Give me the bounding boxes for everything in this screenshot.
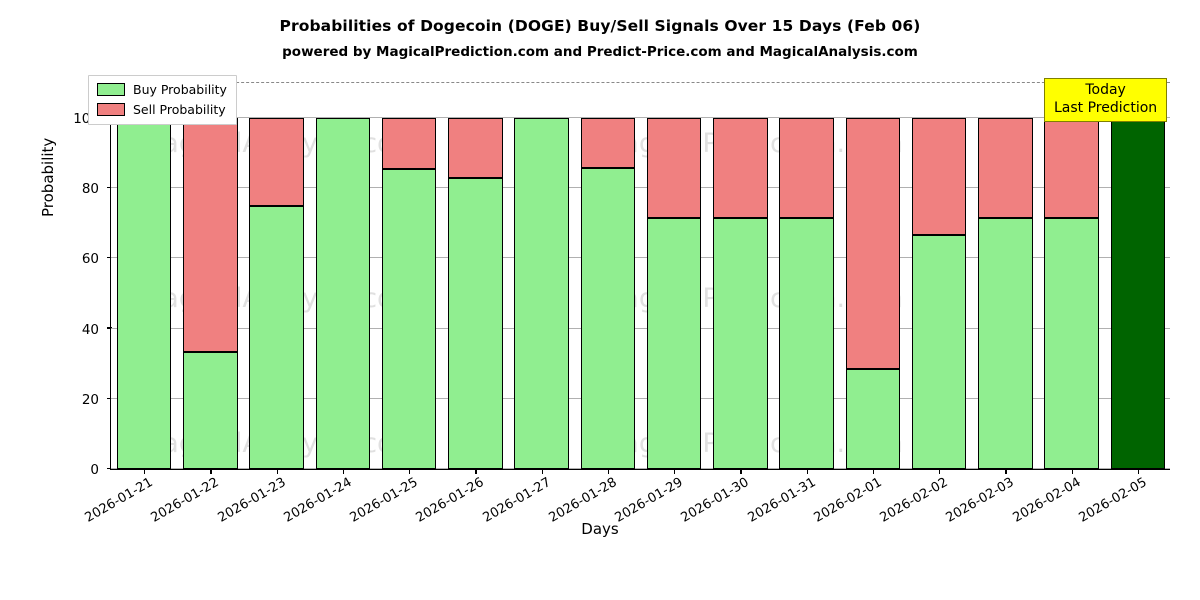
x-tick-mark bbox=[475, 468, 477, 474]
legend-label-sell: Sell Probability bbox=[133, 102, 226, 117]
bar-group[interactable] bbox=[713, 76, 768, 469]
bar-segment-buy[interactable] bbox=[713, 218, 768, 469]
bar-group[interactable] bbox=[1044, 76, 1099, 469]
bar-segment-buy[interactable] bbox=[845, 368, 901, 469]
grid-line bbox=[111, 257, 1170, 259]
bar-group[interactable] bbox=[315, 76, 371, 469]
y-tick-label: 20 bbox=[81, 391, 99, 408]
grid-line bbox=[111, 327, 1170, 329]
today-annotation-line1: Today bbox=[1085, 82, 1126, 98]
bar-segment-sell[interactable] bbox=[646, 118, 702, 219]
grid-line bbox=[111, 187, 1170, 189]
y-axis-label: Probability bbox=[39, 137, 57, 217]
x-tick-mark bbox=[939, 468, 941, 474]
bar-segment-buy[interactable] bbox=[646, 218, 702, 469]
bar-group[interactable] bbox=[978, 76, 1033, 469]
chart-title: Probabilities of Dogecoin (DOGE) Buy/Sel… bbox=[279, 17, 921, 35]
y-tick-mark bbox=[106, 467, 112, 469]
x-tick-mark bbox=[1005, 468, 1007, 474]
bar-segment-sell[interactable] bbox=[978, 118, 1033, 219]
y-tick-label: 0 bbox=[90, 462, 99, 478]
y-tick-label: 40 bbox=[81, 321, 99, 338]
x-tick-mark bbox=[872, 468, 875, 474]
bar-segment-buy[interactable] bbox=[580, 168, 636, 469]
bar-segment-buy[interactable] bbox=[1044, 218, 1099, 469]
legend-swatch-buy bbox=[97, 83, 125, 96]
bar-segment-sell[interactable] bbox=[183, 118, 238, 353]
grid-line bbox=[111, 117, 1170, 119]
bar-group[interactable] bbox=[249, 76, 304, 469]
y-tick-mark bbox=[106, 257, 112, 259]
bar-segment-buy[interactable] bbox=[911, 234, 967, 469]
bar-group[interactable] bbox=[911, 76, 967, 469]
x-tick-mark bbox=[806, 468, 808, 474]
bar-segment-buy[interactable] bbox=[514, 118, 569, 469]
grid-line bbox=[111, 397, 1170, 399]
bar-segment-buy[interactable] bbox=[978, 218, 1033, 469]
bar-segment-sell[interactable] bbox=[448, 118, 503, 178]
x-tick-mark bbox=[144, 468, 146, 474]
plot-area: MagicalAnalysis.comMagicalPrediction.com… bbox=[39, 76, 1170, 526]
bar-segment-sell[interactable] bbox=[845, 118, 901, 369]
bar-segment-buy[interactable] bbox=[448, 177, 503, 469]
bar-segment-sell[interactable] bbox=[779, 118, 834, 219]
legend-swatch-sell bbox=[97, 103, 125, 116]
grid-line bbox=[111, 468, 1170, 469]
bar-segment-buy[interactable] bbox=[779, 218, 834, 469]
today-annotation: Today Last Prediction bbox=[1044, 78, 1168, 122]
bar-segment-buy[interactable] bbox=[249, 205, 304, 469]
chart-subtitle: powered by MagicalPrediction.com and Pre… bbox=[282, 44, 918, 60]
bar-segment-sell[interactable] bbox=[249, 118, 304, 206]
x-tick-mark bbox=[276, 468, 278, 474]
bar-segment-sell[interactable] bbox=[713, 118, 768, 219]
bar-group[interactable] bbox=[1110, 76, 1166, 469]
legend-item-buy: Buy Probability bbox=[97, 81, 227, 98]
y-tick-label: 60 bbox=[81, 251, 99, 268]
bar-group[interactable] bbox=[183, 76, 238, 469]
bar-group[interactable] bbox=[116, 76, 172, 469]
bar-group[interactable] bbox=[381, 76, 437, 469]
bar-segment-sell[interactable] bbox=[381, 118, 437, 169]
reference-line bbox=[111, 82, 1170, 84]
x-tick-mark bbox=[210, 468, 212, 474]
bar-segment-sell[interactable] bbox=[911, 118, 967, 235]
bar-group[interactable] bbox=[514, 76, 569, 469]
y-tick-mark bbox=[106, 397, 112, 399]
today-annotation-line2: Last Prediction bbox=[1054, 99, 1158, 116]
x-tick-mark bbox=[740, 468, 742, 474]
bar-segment-sell[interactable] bbox=[1044, 118, 1099, 219]
bar-segment-buy[interactable] bbox=[381, 169, 437, 469]
bar-group[interactable] bbox=[845, 76, 901, 469]
legend-label-buy: Buy Probability bbox=[133, 82, 227, 97]
legend-item-sell: Sell Probability bbox=[97, 101, 227, 118]
x-tick-mark bbox=[1137, 468, 1140, 474]
x-tick-mark bbox=[607, 468, 610, 474]
bar-group[interactable] bbox=[646, 76, 702, 469]
x-tick-mark bbox=[674, 468, 676, 474]
bar-segment-sell[interactable] bbox=[580, 118, 636, 169]
x-tick-mark bbox=[409, 468, 411, 474]
bar-segment-buy[interactable] bbox=[116, 118, 172, 469]
x-tick-mark bbox=[342, 468, 345, 474]
x-tick-mark bbox=[1071, 468, 1073, 474]
y-tick-mark bbox=[106, 187, 112, 189]
x-axis-label: Days bbox=[581, 520, 619, 538]
bar-group[interactable] bbox=[779, 76, 834, 469]
bar-group[interactable] bbox=[580, 76, 636, 469]
bar-segment-buy[interactable] bbox=[183, 352, 238, 469]
x-tick-mark bbox=[541, 468, 543, 474]
bar-segment-today[interactable] bbox=[1110, 118, 1166, 469]
chart-legend: Buy Probability Sell Probability bbox=[88, 75, 237, 125]
bar-group[interactable] bbox=[448, 76, 503, 469]
y-tick-mark bbox=[106, 327, 112, 329]
bar-segment-buy[interactable] bbox=[315, 118, 371, 469]
y-tick-label: 80 bbox=[81, 181, 99, 198]
